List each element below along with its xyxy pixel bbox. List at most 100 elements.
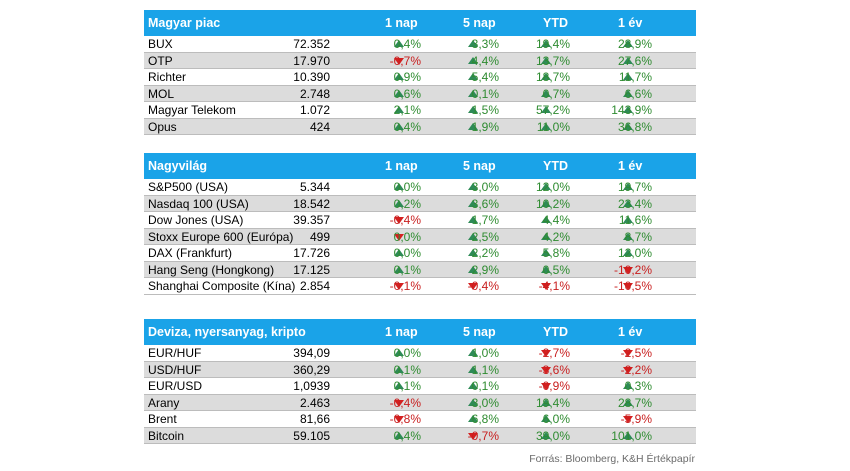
last-price: 81,66 [299, 412, 330, 426]
table-row: Brent 81,66 -0,8% 6,8% 6,0% -5,9% [144, 411, 696, 428]
change-value: 5,4% [471, 70, 499, 84]
last-price: 59.105 [293, 428, 330, 443]
last-price: 17.970 [293, 53, 330, 68]
last-price: 360,29 [293, 362, 330, 377]
change-value: 0,0% [393, 229, 421, 244]
change-value: 0,5% [542, 262, 570, 277]
change-value: 11,0% [536, 119, 570, 134]
table-row: Opus 424 0,4% 1,9% 11,0% 36,8% [144, 118, 696, 135]
table-row: OTP 17.970 -0,7% 4,4% 13,7% 27,6% [144, 52, 696, 69]
triangle-up-icon [541, 431, 551, 439]
triangle-down-icon [394, 399, 404, 407]
triangle-up-icon [468, 216, 478, 223]
triangle-down-icon [394, 416, 404, 423]
change-value: 12,0% [535, 180, 570, 194]
triangle-up-icon [541, 183, 551, 190]
triangle-up-icon [541, 122, 551, 130]
change-value: -2,7% [538, 346, 570, 360]
change-value: -0,7% [389, 53, 421, 68]
triangle-up-icon [394, 183, 404, 190]
triangle-up-icon [394, 249, 404, 256]
triangle-down-icon [541, 366, 551, 374]
section-header: Magyar piac 1 nap 5 nap YTD 1 év [144, 10, 696, 36]
triangle-up-icon [394, 365, 404, 373]
change-value: 1,5% [471, 103, 499, 117]
instrument-name: Opus [148, 119, 177, 134]
instrument-name: Hang Seng (Hongkong) [148, 262, 275, 277]
triangle-up-icon [468, 56, 478, 64]
triangle-up-icon [468, 40, 478, 47]
change-value: -10,5% [613, 279, 652, 293]
change-value: -0,9% [538, 379, 570, 393]
instrument-name: OTP [148, 53, 173, 68]
change-value: 57,2% [535, 103, 570, 117]
last-price: 10.390 [293, 70, 330, 84]
change-value: 0,9% [393, 70, 421, 84]
triangle-up-icon [623, 122, 633, 130]
change-value: 3,3% [471, 37, 499, 51]
change-value: 143,9% [611, 103, 652, 117]
triangle-down-icon [468, 283, 478, 290]
triangle-up-icon [468, 199, 478, 207]
change-value: 101,0% [611, 428, 652, 443]
instrument-name: Stoxx Europe 600 (Európa) [148, 229, 294, 244]
change-value: 8,7% [624, 229, 652, 244]
last-price: 2.748 [299, 86, 330, 101]
change-value: 1,0% [471, 346, 499, 360]
triangle-down-icon [394, 57, 404, 65]
change-value: 1,1% [471, 362, 499, 377]
change-value: 4,4% [542, 213, 570, 227]
change-value: 1,7% [471, 213, 499, 227]
triangle-down-icon [623, 366, 633, 374]
triangle-up-icon [468, 183, 478, 190]
triangle-up-icon [394, 349, 404, 356]
triangle-up-icon [541, 56, 551, 64]
instrument-name: Shanghai Composite (Kína) [148, 279, 296, 293]
change-value: 13,7% [535, 53, 570, 68]
section-header: Nagyvilág 1 nap 5 nap YTD 1 év [144, 153, 696, 179]
instrument-name: BUX [148, 37, 173, 51]
triangle-down-icon [541, 283, 551, 290]
triangle-down-icon [541, 383, 551, 390]
instrument-name: Bitcoin [148, 428, 185, 443]
triangle-up-icon [541, 415, 551, 422]
table-row: MOL 2.748 0,6% 0,1% 0,7% 6,6% [144, 85, 696, 102]
instrument-name: EUR/HUF [148, 346, 202, 360]
instrument-name: USD/HUF [148, 362, 202, 377]
instrument-name: Magyar Telekom [148, 103, 236, 117]
triangle-up-icon [468, 106, 478, 113]
last-price: 18.542 [293, 196, 330, 211]
triangle-down-icon [623, 266, 633, 274]
column-header: 1 év [618, 16, 643, 30]
last-price: 17.125 [293, 262, 330, 277]
instrument-name: Dow Jones (USA) [148, 213, 244, 227]
change-value: 5,8% [542, 246, 570, 260]
change-value: 3,6% [471, 196, 499, 211]
triangle-up-icon [623, 106, 633, 113]
change-value: 0,0% [393, 180, 421, 194]
triangle-down-icon [468, 432, 478, 440]
triangle-up-icon [541, 73, 551, 80]
triangle-up-icon [623, 73, 633, 80]
change-value: 10,2% [535, 196, 570, 211]
change-value: 23,4% [617, 196, 652, 211]
instrument-name: Nasdaq 100 (USA) [148, 196, 249, 211]
change-value: -2,2% [620, 362, 652, 377]
triangle-up-icon [623, 398, 633, 406]
triangle-up-icon [623, 56, 633, 64]
last-price: 394,09 [293, 346, 330, 360]
triangle-up-icon [468, 365, 478, 373]
column-header: 1 nap [385, 16, 418, 30]
change-value: 0,1% [393, 362, 421, 377]
triangle-up-icon [541, 40, 551, 47]
triangle-up-icon [394, 40, 404, 47]
triangle-down-icon [394, 283, 404, 290]
table-row: Richter 10.390 0,9% 5,4% 18,7% 11,7% [144, 69, 696, 86]
change-value: 4,4% [471, 53, 499, 68]
instrument-name: MOL [148, 86, 175, 101]
triangle-up-icon [468, 382, 478, 389]
instrument-name: EUR/USD [148, 379, 203, 393]
triangle-up-icon [623, 40, 633, 47]
triangle-up-icon [394, 382, 404, 389]
last-price: 39.357 [293, 213, 330, 227]
